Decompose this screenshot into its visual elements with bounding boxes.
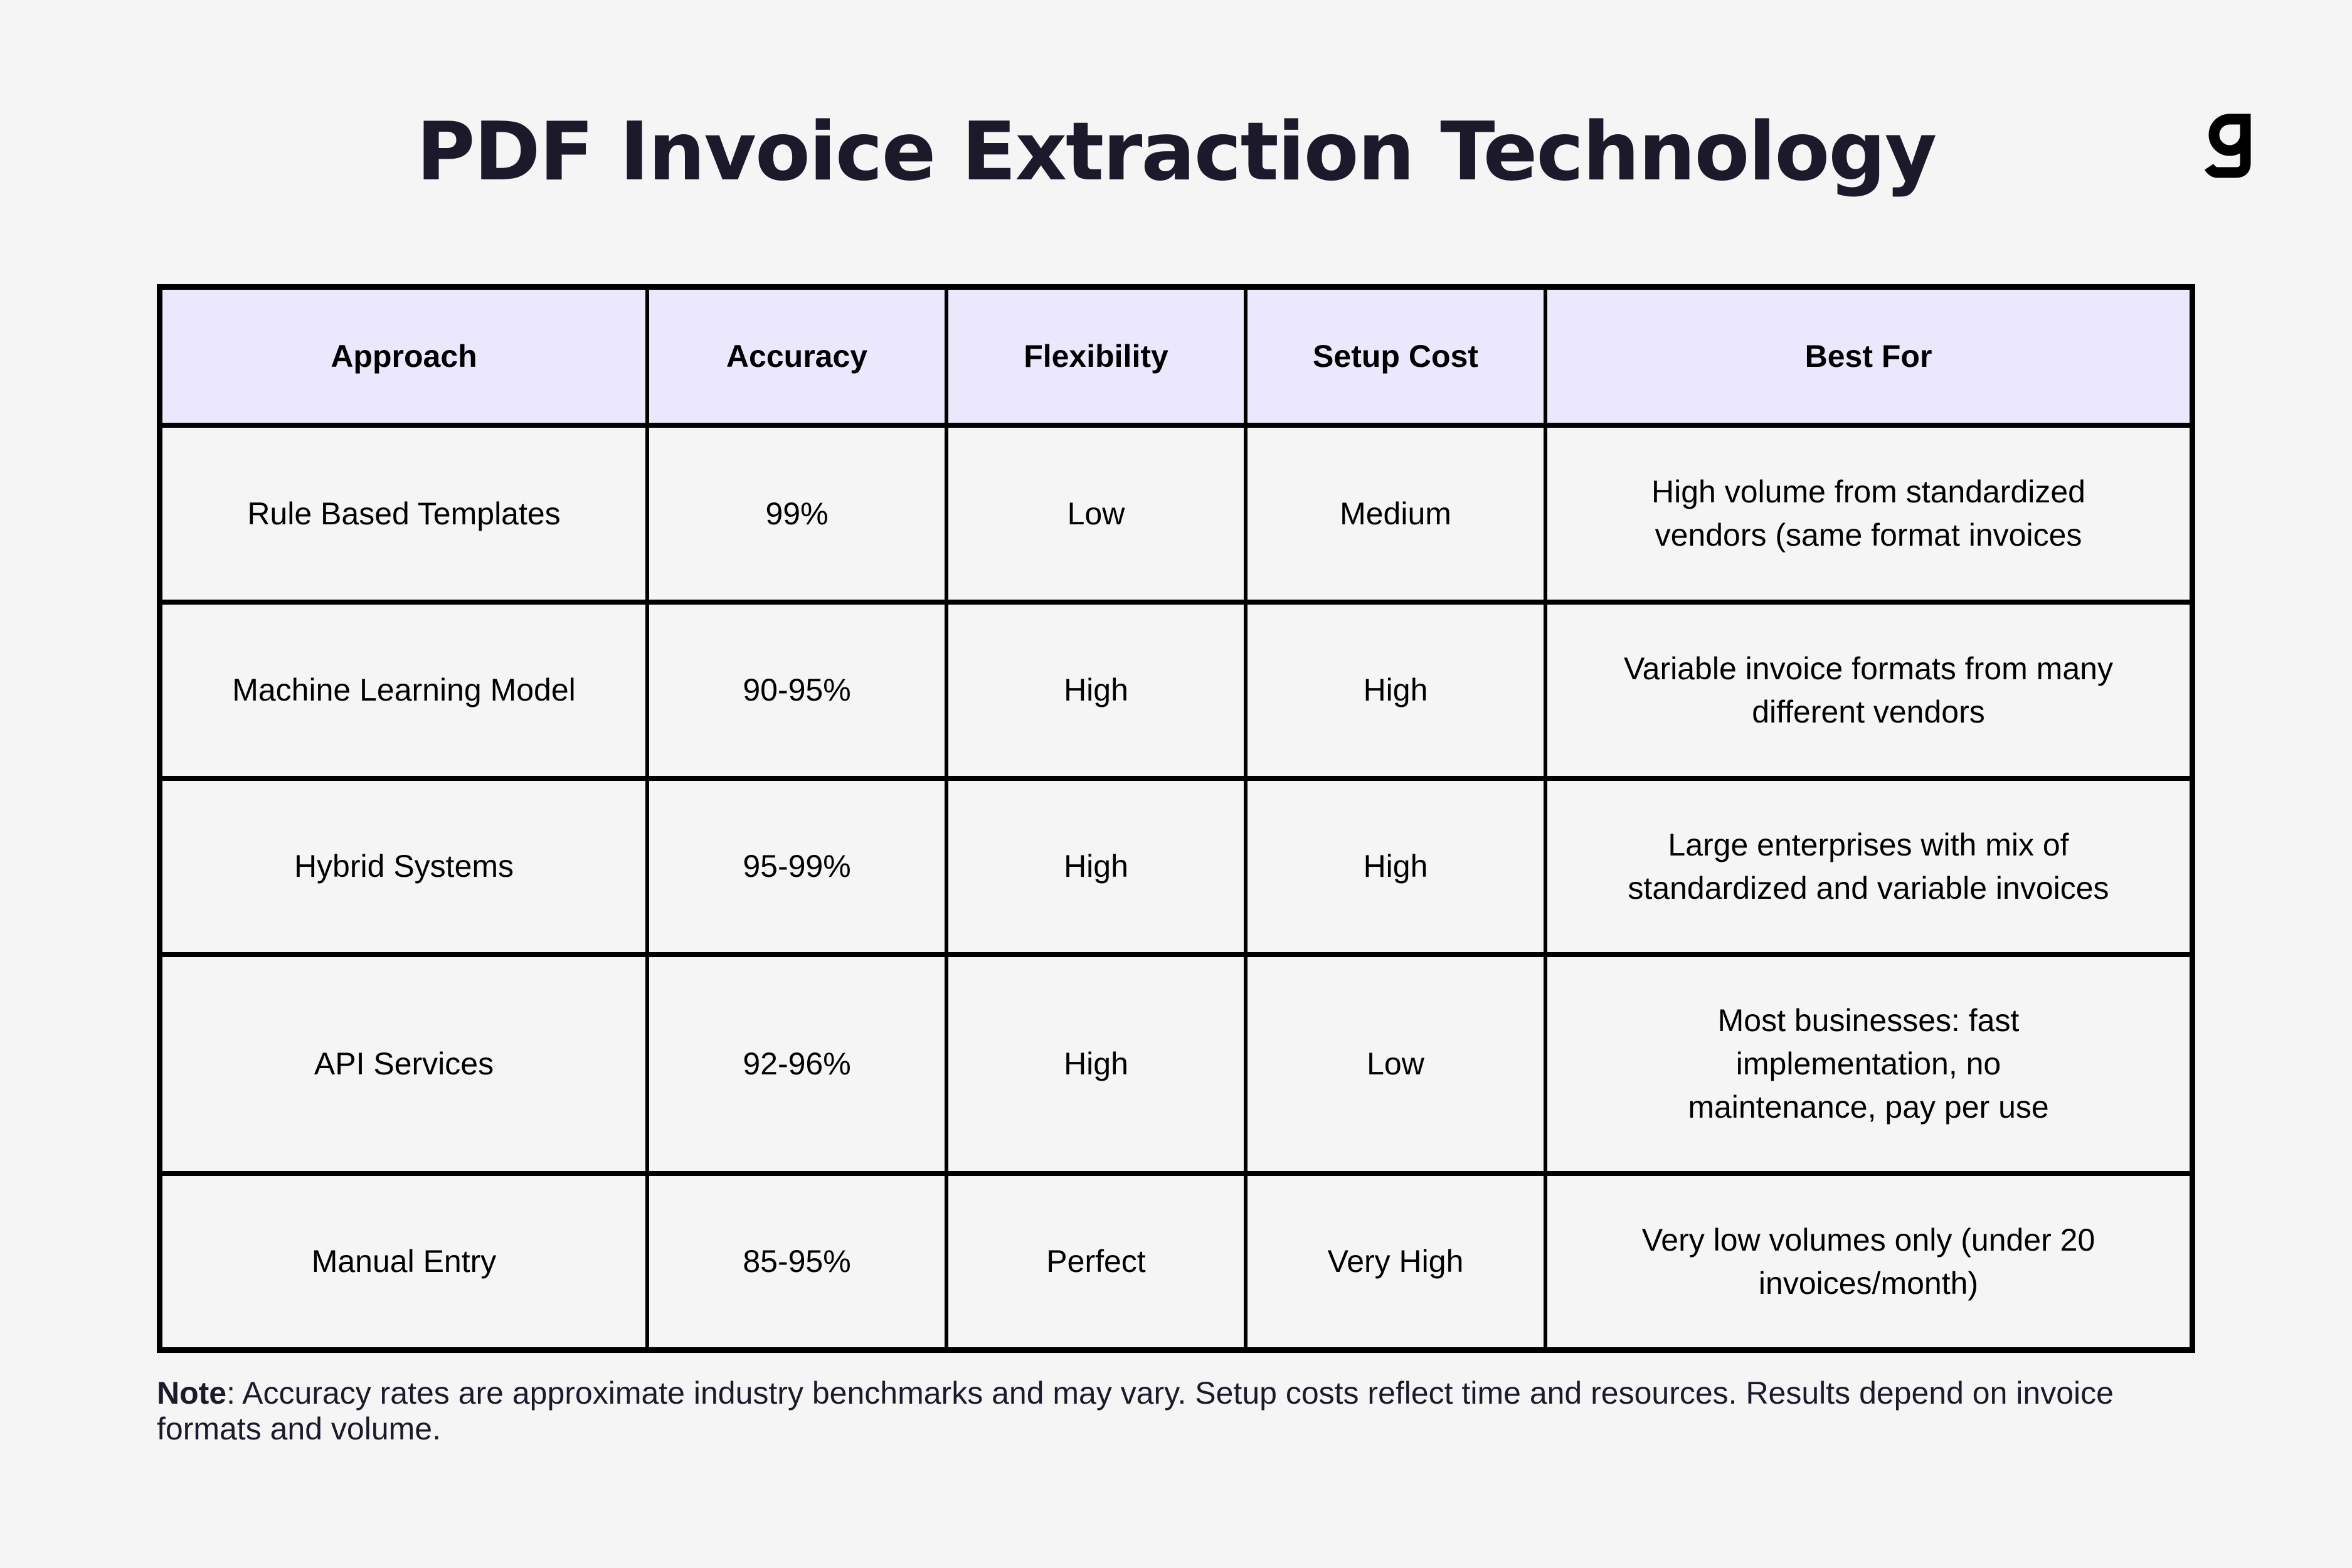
- cell-flexibility: High: [1064, 1046, 1128, 1081]
- cell-best-for: High volume from standardized vendors (s…: [1651, 474, 2085, 553]
- cell-flexibility: Low: [1067, 495, 1125, 531]
- brand-g-logo-icon: [2204, 114, 2251, 178]
- row-divider: [162, 600, 2190, 605]
- cell-approach: Rule Based Templates: [247, 495, 561, 531]
- cell-flexibility: High: [1064, 672, 1128, 707]
- cell-flexibility: Perfect: [1046, 1244, 1146, 1279]
- footnote-text: : Accuracy rates are approximate industr…: [157, 1375, 2114, 1446]
- cell-approach: Manual Entry: [311, 1244, 497, 1279]
- page-title: PDF Invoice Extraction Technology: [416, 105, 1937, 199]
- cell-setup-cost: Very High: [1327, 1244, 1464, 1279]
- column-divider: [945, 290, 948, 1347]
- cell-accuracy: 95-99%: [743, 849, 851, 884]
- column-divider: [1244, 290, 1248, 1347]
- row-divider: [162, 952, 2190, 957]
- column-header-accuracy: Accuracy: [726, 338, 868, 374]
- comparison-table: Approach Accuracy Flexibility Setup Cost…: [157, 284, 2195, 1353]
- cell-accuracy: 92-96%: [743, 1046, 851, 1081]
- column-divider: [645, 290, 649, 1347]
- cell-setup-cost: High: [1363, 672, 1428, 707]
- row-divider: [162, 776, 2190, 781]
- cell-setup-cost: Medium: [1340, 495, 1451, 531]
- cell-accuracy: 90-95%: [743, 672, 851, 707]
- footnote-label: Note: [157, 1375, 227, 1411]
- cell-flexibility: High: [1064, 849, 1128, 884]
- column-header-approach: Approach: [331, 338, 477, 374]
- table-header-row: [162, 290, 2190, 423]
- cell-best-for: Large enterprises with mix of standardiz…: [1628, 827, 2109, 906]
- column-header-flexibility: Flexibility: [1024, 338, 1168, 374]
- footnote: Note: Accuracy rates are approximate ind…: [157, 1375, 2132, 1447]
- row-divider: [162, 1171, 2190, 1176]
- cell-best-for: Variable invoice formats from many diffe…: [1624, 650, 2113, 729]
- cell-setup-cost: High: [1363, 849, 1428, 884]
- cell-accuracy: 99%: [765, 495, 829, 531]
- cell-approach: Machine Learning Model: [232, 672, 576, 707]
- row-divider: [162, 423, 2190, 428]
- cell-setup-cost: Low: [1367, 1046, 1424, 1081]
- cell-best-for: Most businesses: fast implementation, no…: [1688, 1003, 2049, 1125]
- cell-approach: API Services: [314, 1046, 494, 1081]
- column-header-setup-cost: Setup Cost: [1313, 338, 1478, 374]
- cell-approach: Hybrid Systems: [294, 849, 514, 884]
- cell-accuracy: 85-95%: [743, 1244, 851, 1279]
- column-header-best-for: Best For: [1804, 338, 1932, 374]
- cell-best-for: Very low volumes only (under 20 invoices…: [1641, 1222, 2095, 1301]
- column-divider: [1544, 290, 1547, 1347]
